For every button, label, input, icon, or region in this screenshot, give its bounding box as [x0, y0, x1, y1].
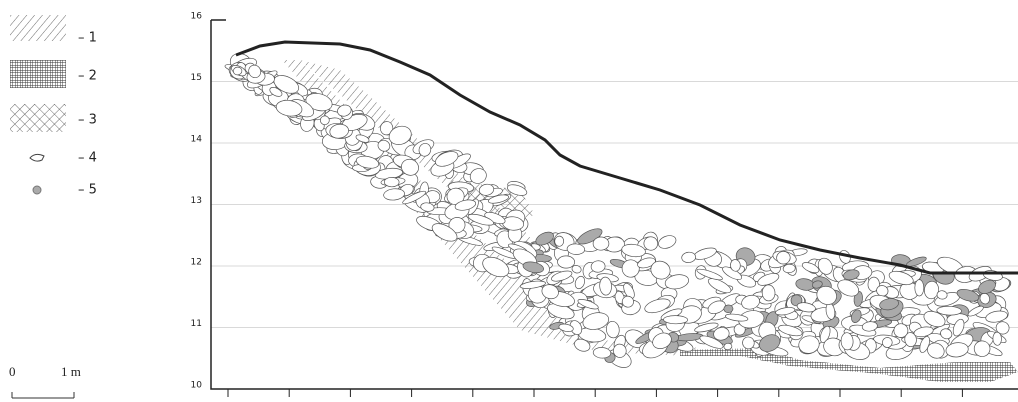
stone: [383, 188, 405, 201]
y-tick-label: 13: [191, 196, 202, 206]
y-tick-label: 14: [191, 135, 203, 145]
y-tick-label: 15: [191, 73, 202, 83]
legend-stone: [30, 154, 44, 161]
scale-end: 1 m: [61, 364, 81, 379]
legend-grid: [10, 60, 66, 88]
legend-label: – 1: [78, 31, 97, 46]
section-drawing: – 1 – 2 – 3 – 4 – 5 0 1 m 16 15 14 13 12 11 10: [0, 0, 1018, 402]
stone: [681, 251, 696, 263]
y-tick-label: 10: [191, 381, 203, 391]
stone: [663, 315, 687, 324]
y-tick-label: 11: [191, 319, 202, 329]
stone: [657, 233, 678, 251]
stone: [762, 285, 775, 301]
stone: [557, 256, 574, 268]
legend-hatch: [10, 15, 66, 41]
stone: [233, 67, 242, 75]
legend-label: – 4: [78, 151, 97, 166]
legend-label: – 5: [78, 183, 97, 198]
scale-start: 0: [9, 364, 16, 379]
stone: [622, 260, 640, 278]
stone: [384, 177, 399, 187]
stones: [224, 50, 1013, 371]
y-tick-label: 16: [191, 12, 203, 22]
legend-label: – 3: [78, 113, 97, 128]
stone: [993, 332, 1002, 345]
stone: [573, 275, 586, 290]
stone: [593, 237, 609, 250]
legend-cross: [10, 104, 66, 132]
legend: – 1 – 2 – 3 – 4 – 5: [78, 31, 97, 198]
stone: [915, 280, 924, 296]
legend-gray-stone: [33, 186, 41, 194]
legend-label: – 2: [78, 69, 97, 84]
y-tick-label: 12: [191, 258, 202, 268]
scale-bar: [12, 392, 74, 398]
